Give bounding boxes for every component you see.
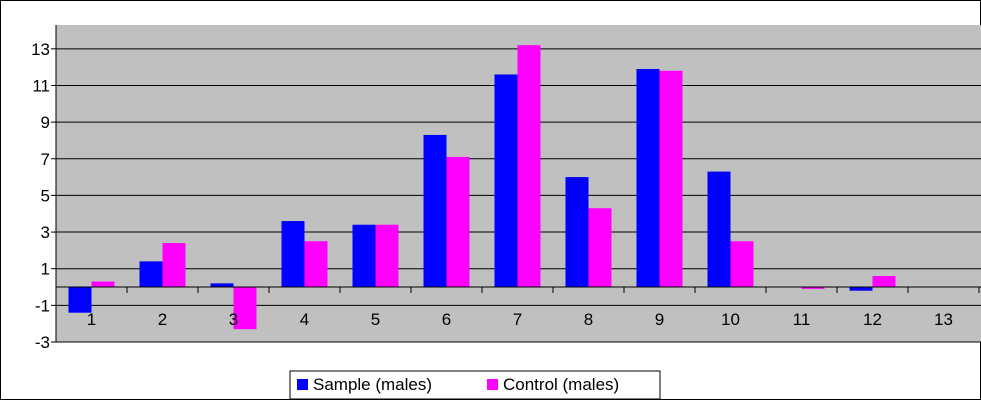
bar-control-6: [446, 156, 470, 288]
y-tick-label: 1: [41, 260, 50, 279]
bar-control-10: [730, 241, 754, 288]
bar-sample-2: [139, 261, 163, 288]
x-tick-label: 11: [793, 310, 811, 329]
bar-sample-1: [68, 287, 92, 313]
x-tick-label: 7: [513, 310, 522, 329]
legend-swatch-control: [487, 379, 498, 390]
bar-sample-6: [423, 134, 447, 288]
bar-control-7: [517, 45, 541, 288]
bar-control-2: [162, 243, 186, 288]
bar-control-12: [872, 276, 896, 288]
bar-sample-4: [281, 221, 305, 288]
legend-label-sample: Sample (males): [313, 375, 432, 394]
legend: Sample (males) Control (males): [289, 370, 661, 400]
x-tick-label: 8: [584, 310, 593, 329]
bar-control-5: [375, 224, 399, 288]
x-tick-label: 4: [300, 310, 309, 329]
y-tick-label: 3: [41, 223, 50, 242]
bar-sample-9: [636, 68, 660, 288]
y-tick-label: -1: [35, 296, 50, 315]
bar-control-8: [588, 208, 612, 288]
bar-control-4: [304, 241, 328, 288]
y-tick-label: 7: [41, 150, 50, 169]
bar-sample-5: [352, 224, 376, 288]
y-tick-label: -3: [35, 333, 50, 352]
bar-sample-8: [565, 177, 589, 288]
x-tick-label: 2: [158, 310, 167, 329]
legend-box: [289, 370, 661, 400]
x-tick-label: 10: [721, 310, 740, 329]
y-tick-label: 5: [41, 186, 50, 205]
bar-sample-3: [210, 283, 234, 288]
y-tick-label: 9: [41, 113, 50, 132]
legend-label-control: Control (males): [503, 375, 619, 394]
bar-control-1: [91, 281, 115, 288]
x-tick-label: 13: [934, 310, 953, 329]
bar-sample-10: [707, 171, 731, 288]
bars: [68, 45, 896, 330]
bar-sample-7: [494, 74, 518, 288]
x-tick-label: 6: [442, 310, 451, 329]
x-tick-label: 12: [863, 310, 882, 329]
y-tick-label: 13: [31, 40, 50, 59]
x-tick-label: 9: [655, 310, 664, 329]
x-axis: 1 2 3 4 5 6 7 8 9 10 11 12 13: [55, 286, 981, 329]
x-tick-label: 1: [87, 310, 96, 329]
legend-swatch-sample: [297, 379, 308, 390]
x-tick-label: 5: [371, 310, 380, 329]
y-tick-label: 11: [32, 76, 50, 95]
bar-sample-12: [849, 287, 873, 291]
bar-control-9: [659, 70, 683, 288]
bar-control-11: [801, 287, 825, 289]
x-tick-label: 3: [229, 310, 238, 329]
bar-control-3: [233, 287, 257, 330]
